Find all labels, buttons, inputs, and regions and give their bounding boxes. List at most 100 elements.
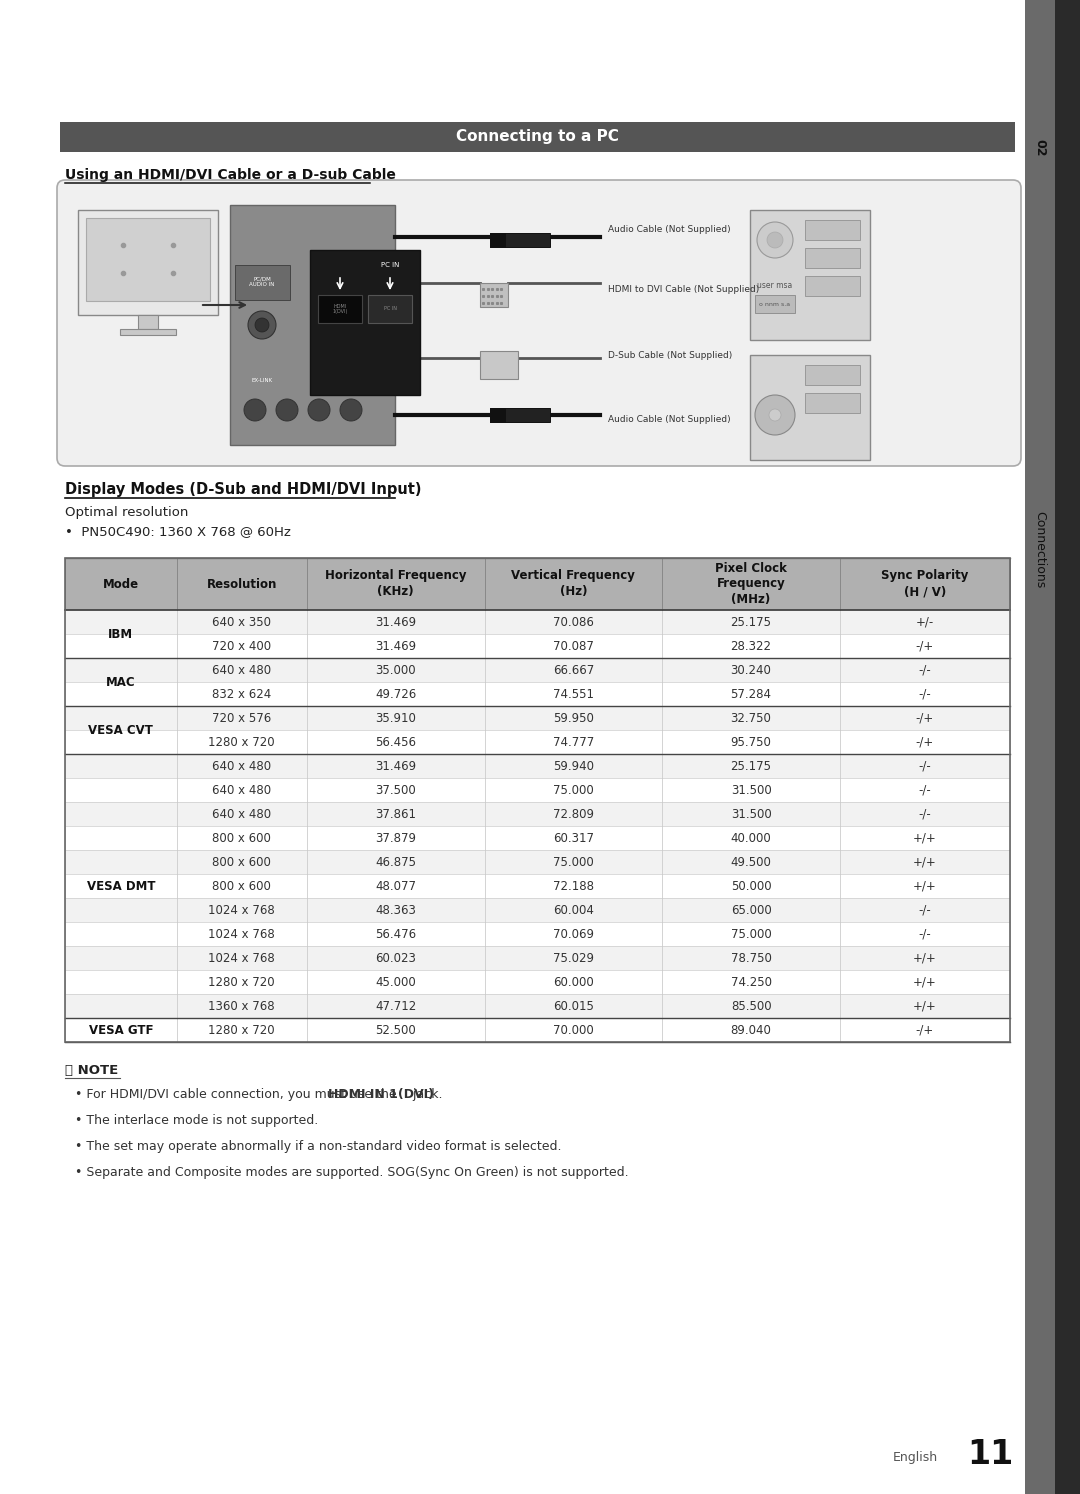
Text: D-Sub Cable (Not Supplied): D-Sub Cable (Not Supplied) [608,351,732,360]
Text: 37.500: 37.500 [376,783,416,796]
Text: 60.015: 60.015 [553,999,594,1013]
Text: +/-: +/- [916,616,934,629]
Text: user msa: user msa [757,281,793,290]
Text: 1280 x 720: 1280 x 720 [208,976,275,989]
Bar [65,874,1010,898]
Text: Optimal resolution: Optimal resolution [65,506,188,518]
Bar [60,123,1015,152]
Text: 25.175: 25.175 [730,616,771,629]
Text: 66.667: 66.667 [553,663,594,677]
Text: -/+: -/+ [916,639,934,653]
Text: 95.750: 95.750 [731,735,771,748]
Bar [490,233,505,247]
Bar [805,276,860,296]
Text: 47.712: 47.712 [375,999,417,1013]
Text: Mode: Mode [103,578,139,590]
Text: +/+: +/+ [913,952,936,965]
Text: Display Modes (D-Sub and HDMI/DVI Input): Display Modes (D-Sub and HDMI/DVI Input) [65,483,421,498]
Text: 56.456: 56.456 [375,735,416,748]
Bar [805,393,860,412]
Text: IBM: IBM [108,627,133,641]
Text: 25.175: 25.175 [730,759,771,772]
Bar [78,211,218,315]
Text: 35.000: 35.000 [376,663,416,677]
Bar [65,946,1010,970]
Bar [65,557,1010,610]
Circle shape [248,311,276,339]
Text: -/+: -/+ [916,711,934,725]
Bar [65,850,1010,874]
Text: 46.875: 46.875 [375,856,416,868]
Text: 70.000: 70.000 [553,1023,594,1037]
Text: MAC: MAC [106,675,136,689]
Text: Connections: Connections [1034,511,1047,589]
Text: -/-: -/- [919,759,931,772]
Text: 31.469: 31.469 [375,759,416,772]
Text: Using an HDMI/DVI Cable or a D-sub Cable: Using an HDMI/DVI Cable or a D-sub Cable [65,167,396,182]
Bar [65,970,1010,994]
Circle shape [755,394,795,435]
Bar [65,826,1010,850]
Text: Connecting to a PC: Connecting to a PC [456,130,619,145]
Text: Sync Polarity
(H / V): Sync Polarity (H / V) [881,569,969,599]
Text: 85.500: 85.500 [731,999,771,1013]
Text: -/-: -/- [919,904,931,916]
Text: Audio Cable (Not Supplied): Audio Cable (Not Supplied) [608,226,731,235]
Text: 1280 x 720: 1280 x 720 [208,735,275,748]
Text: 1024 x 768: 1024 x 768 [208,952,275,965]
Bar [138,315,158,329]
Text: 74.551: 74.551 [553,687,594,701]
Circle shape [308,399,330,421]
Circle shape [276,399,298,421]
Text: 65.000: 65.000 [731,904,771,916]
Bar [1055,0,1080,1494]
Text: PC/DM
AUDIO IN: PC/DM AUDIO IN [249,276,274,287]
Text: 02: 02 [1034,139,1047,157]
Text: 72.188: 72.188 [553,880,594,892]
Text: • For HDMI/DVI cable connection, you must use the: • For HDMI/DVI cable connection, you mus… [75,1088,401,1101]
Text: HDMI IN 1(DVI): HDMI IN 1(DVI) [327,1088,433,1101]
Text: +/+: +/+ [913,880,936,892]
Text: 49.726: 49.726 [375,687,417,701]
Text: -/-: -/- [919,663,931,677]
Bar [65,707,1010,731]
Bar [490,408,505,421]
Text: PC IN: PC IN [383,306,396,312]
Text: EX-LINK: EX-LINK [252,378,272,382]
Bar [65,557,1010,1041]
Circle shape [769,409,781,421]
Text: 800 x 600: 800 x 600 [213,856,271,868]
Bar [1025,0,1055,1494]
Text: 1280 x 720: 1280 x 720 [208,1023,275,1037]
Text: 60.000: 60.000 [553,976,594,989]
Text: 31.469: 31.469 [375,639,416,653]
Text: • The set may operate abnormally if a non-standard video format is selected.: • The set may operate abnormally if a no… [75,1140,562,1153]
Text: 31.500: 31.500 [731,807,771,820]
Bar [65,657,1010,681]
Bar [310,249,420,394]
Text: 56.476: 56.476 [375,928,416,941]
Text: 31.500: 31.500 [731,783,771,796]
Bar [805,248,860,267]
Text: Pixel Clock
Frequency
(MHz): Pixel Clock Frequency (MHz) [715,562,787,607]
Text: 59.940: 59.940 [553,759,594,772]
Text: 640 x 480: 640 x 480 [212,759,271,772]
Text: 640 x 480: 640 x 480 [212,807,271,820]
Bar [65,922,1010,946]
Text: +/+: +/+ [913,999,936,1013]
Text: 30.240: 30.240 [731,663,771,677]
Text: 78.750: 78.750 [731,952,771,965]
Text: +/+: +/+ [913,832,936,844]
Text: 31.469: 31.469 [375,616,416,629]
Bar [805,220,860,241]
Text: 89.040: 89.040 [731,1023,771,1037]
Text: 35.910: 35.910 [376,711,416,725]
Text: 640 x 480: 640 x 480 [212,783,271,796]
Text: -/-: -/- [919,687,931,701]
Text: -/+: -/+ [916,735,934,748]
Text: 640 x 350: 640 x 350 [212,616,271,629]
Text: 37.861: 37.861 [375,807,416,820]
Text: English: English [893,1452,939,1464]
Text: Resolution: Resolution [206,578,276,590]
Bar [65,1017,1010,1041]
